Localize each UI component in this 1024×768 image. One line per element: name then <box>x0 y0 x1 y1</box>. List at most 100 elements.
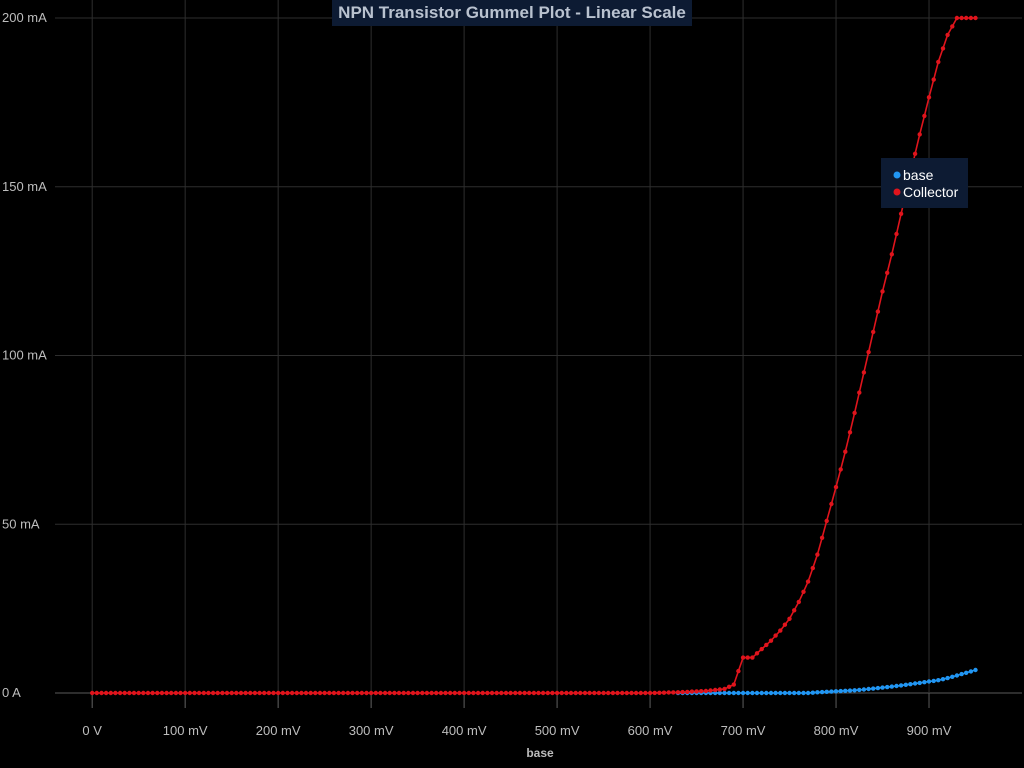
data-point <box>694 689 699 694</box>
data-point <box>857 687 862 693</box>
data-point <box>90 690 95 696</box>
data-point <box>378 690 383 696</box>
series <box>90 15 978 696</box>
data-point <box>889 252 894 257</box>
data-point <box>954 15 960 21</box>
chart-title-group: NPN Transistor Gummel Plot - Linear Scal… <box>332 0 692 26</box>
data-point <box>745 655 750 660</box>
data-point <box>503 690 509 696</box>
data-point <box>415 690 420 696</box>
data-point <box>192 690 197 696</box>
data-point <box>871 329 876 335</box>
data-point <box>754 690 760 696</box>
grid-lines <box>55 0 1022 708</box>
data-point <box>299 690 304 696</box>
y-tick-label: 150 mA <box>2 179 47 194</box>
data-point <box>819 689 825 695</box>
data-point <box>262 690 267 696</box>
data-point <box>457 690 462 696</box>
data-point <box>466 690 471 696</box>
data-point <box>471 690 476 696</box>
data-point <box>815 552 820 557</box>
data-point <box>355 690 360 696</box>
data-point <box>629 690 634 696</box>
data-point <box>950 674 955 679</box>
data-point <box>829 501 834 507</box>
data-point <box>833 689 839 694</box>
data-point <box>731 682 736 687</box>
legend-marker-base <box>893 171 901 179</box>
data-point <box>276 690 281 696</box>
data-point <box>392 690 397 696</box>
data-point <box>805 690 811 696</box>
data-point <box>429 690 434 696</box>
data-point <box>410 690 416 696</box>
data-point <box>499 690 504 696</box>
data-point <box>183 690 188 696</box>
data-point <box>880 289 885 294</box>
data-point <box>313 690 318 696</box>
x-tick-label: 700 mV <box>721 723 766 738</box>
data-point <box>624 690 629 696</box>
data-point <box>931 77 936 82</box>
data-point <box>215 690 220 696</box>
data-point <box>113 690 118 696</box>
legend-label-collector[interactable]: Collector <box>903 184 959 200</box>
data-point <box>178 690 183 696</box>
data-point <box>517 690 523 696</box>
data-point <box>657 690 662 695</box>
data-point <box>596 690 602 696</box>
data-point <box>792 608 797 613</box>
x-tick-label: 800 mV <box>814 723 859 738</box>
data-point <box>675 690 681 695</box>
data-point <box>713 687 718 693</box>
data-point <box>461 690 467 696</box>
x-tick-label: 400 mV <box>442 723 487 738</box>
data-point <box>424 690 430 696</box>
data-point <box>689 689 695 694</box>
data-point <box>401 690 406 696</box>
data-point <box>838 688 843 694</box>
data-point <box>155 690 160 696</box>
data-point <box>475 690 481 696</box>
data-point <box>857 390 862 395</box>
data-point <box>527 690 532 696</box>
data-point <box>847 430 853 435</box>
legend[interactable]: base Collector <box>881 158 968 208</box>
data-point <box>796 690 801 696</box>
data-point <box>885 684 890 690</box>
data-point <box>373 690 378 696</box>
data-point <box>745 690 750 696</box>
data-point <box>127 690 132 696</box>
legend-label-base[interactable]: base <box>903 167 934 183</box>
data-point <box>778 628 783 633</box>
data-point <box>554 690 560 696</box>
data-point <box>940 46 946 51</box>
data-point <box>643 690 648 696</box>
data-point <box>145 690 151 696</box>
data-point <box>661 690 667 695</box>
data-point <box>452 690 457 696</box>
data-point <box>331 690 337 696</box>
data-point <box>169 690 174 696</box>
data-point <box>420 690 425 696</box>
data-point <box>922 113 927 119</box>
data-point <box>764 690 769 696</box>
data-point <box>973 15 978 21</box>
data-point <box>317 690 323 696</box>
data-point <box>824 518 829 524</box>
data-point <box>792 690 797 696</box>
chart-title: NPN Transistor Gummel Plot - Linear Scal… <box>338 3 686 22</box>
data-point <box>117 690 123 696</box>
data-point <box>99 690 104 696</box>
data-point <box>922 680 927 685</box>
data-point <box>964 670 969 675</box>
data-point <box>801 690 806 696</box>
data-point <box>722 686 727 692</box>
data-point <box>327 690 332 696</box>
data-point <box>345 690 351 696</box>
data-point <box>141 690 146 696</box>
data-point <box>829 689 834 694</box>
data-point <box>480 690 485 696</box>
data-point <box>796 599 801 605</box>
